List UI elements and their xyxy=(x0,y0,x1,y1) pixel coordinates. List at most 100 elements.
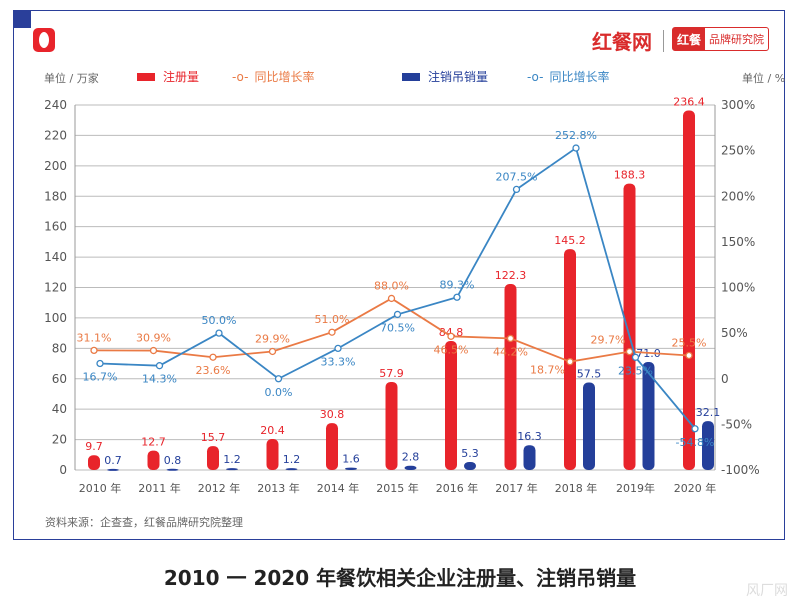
registration-bar xyxy=(266,438,279,470)
legend-label: 注册量 xyxy=(163,70,200,84)
line-point xyxy=(328,328,336,336)
bar-data-label: 20.4 xyxy=(260,424,285,437)
y-tick-right: 300% xyxy=(721,98,755,112)
chart-title: 2010 一 2020 年餐饮相关企业注册量、注销吊销量 xyxy=(163,566,637,590)
x-tick-label: 2015 年 xyxy=(376,481,419,495)
line-point xyxy=(334,344,342,353)
line-point xyxy=(512,185,521,194)
chart-frame xyxy=(13,10,785,540)
line-point xyxy=(96,359,104,368)
line-point xyxy=(691,425,699,433)
line-point xyxy=(393,310,402,319)
registration-bar xyxy=(88,455,100,470)
registration-bar xyxy=(683,110,695,470)
y-tick-left: 160 xyxy=(44,220,67,234)
line-point xyxy=(155,362,164,370)
registration-bar xyxy=(207,446,219,470)
y-tick-right: 100% xyxy=(721,281,755,295)
registration-bar xyxy=(623,183,636,471)
line-data-label: 207.5% xyxy=(496,170,538,183)
line-point xyxy=(506,334,515,343)
legend-registrations-growth: -o- 同比增长率 xyxy=(232,68,314,85)
bar-data-label: 9.7 xyxy=(85,440,103,453)
cancellation-bar xyxy=(285,468,298,471)
bar-data-label: 5.3 xyxy=(461,447,479,460)
line-point xyxy=(215,329,223,337)
y-tick-left: 220 xyxy=(44,128,67,142)
x-tick-label: 2011 年 xyxy=(138,481,181,495)
cancellation-bar xyxy=(464,461,476,470)
bar-data-label: 57.9 xyxy=(379,367,404,380)
bar-data-label: 2.8 xyxy=(402,451,420,464)
y-tick-left: 40 xyxy=(52,402,67,416)
brand-badge-b: 品牌研究院 xyxy=(709,33,765,46)
bar-data-label: 57.5 xyxy=(577,368,602,381)
line-data-label: 29.7% xyxy=(591,334,626,347)
chart: 0 20 40 60 80 100 120 140 160 180 200 220 240 -100% -5… xyxy=(44,95,760,495)
legend-label: 同比增长率 xyxy=(254,70,315,84)
legend-line-marker-icon: -o- xyxy=(527,69,544,84)
bar-data-label: 1.2 xyxy=(223,453,241,466)
bar-data-label: 0.8 xyxy=(164,454,182,467)
line-point xyxy=(149,346,158,355)
brand-badge: 红餐 品牌研究院 xyxy=(672,27,770,51)
y-tick-left: 80 xyxy=(52,341,67,355)
x-tick-label: 2016 年 xyxy=(436,481,479,495)
x-tick-label: 2013 年 xyxy=(257,481,300,495)
line-point xyxy=(209,353,217,361)
bar-data-label: 145.2 xyxy=(554,234,586,247)
x-tick-label: 2020 年 xyxy=(674,481,717,495)
line-data-label: 14.3% xyxy=(142,373,177,386)
line-point xyxy=(566,358,574,366)
registration-bar xyxy=(147,450,160,470)
legend-label: 同比增长率 xyxy=(549,70,610,84)
left-axis-unit: 单位 / 万家 xyxy=(44,72,99,85)
cancellation-bar xyxy=(523,445,536,470)
y-tick-left: 200 xyxy=(44,159,67,173)
line-data-label: 23.6% xyxy=(196,364,231,377)
brand-name: 红餐网 xyxy=(592,30,652,54)
line-point xyxy=(90,346,98,355)
bar-data-label: 30.8 xyxy=(320,408,345,421)
line-point xyxy=(453,293,461,301)
line-point xyxy=(631,353,640,361)
line-data-label: 25.5% xyxy=(672,336,707,349)
legend-swatch xyxy=(137,72,155,81)
bar-data-label: 1.2 xyxy=(283,453,301,466)
bar-data-label: 32.1 xyxy=(696,406,721,419)
line-point xyxy=(268,347,277,356)
line-data-label: 29.9% xyxy=(255,332,290,345)
bar-data-label: 15.7 xyxy=(201,431,226,444)
x-tick-label: 2014 年 xyxy=(317,481,360,495)
source-note: 资料来源：企查查，红餐品牌研究院整理 xyxy=(45,516,243,529)
y-tick-left: 240 xyxy=(44,98,67,112)
y-tick-left: 140 xyxy=(44,250,67,264)
line-data-label: 51.0% xyxy=(315,313,350,326)
cancellation-bar xyxy=(404,465,417,470)
right-axis-unit: 单位 / % xyxy=(742,72,786,85)
bar-data-label: 1.6 xyxy=(342,453,360,466)
legend-registrations: 注册量 xyxy=(137,68,199,85)
line-data-label: 31.1% xyxy=(77,331,112,344)
cancellation-bar xyxy=(166,468,179,471)
line-data-label: 16.7% xyxy=(83,371,118,384)
corner-decoration xyxy=(13,10,31,28)
y-tick-left: 180 xyxy=(44,189,67,203)
x-tick-label: 2012 年 xyxy=(198,481,241,495)
y-tick-left: 100 xyxy=(44,311,67,325)
line-data-label: 33.3% xyxy=(321,355,356,368)
legend-cancellations: 注销吊销量 xyxy=(402,68,488,85)
line-data-label: 44.2% xyxy=(493,345,528,358)
legend-label: 注销吊销量 xyxy=(428,70,489,84)
y-tick-left: 20 xyxy=(52,433,67,447)
line-data-label: 50.0% xyxy=(202,314,237,327)
cancellation-bar xyxy=(642,362,655,470)
legend-cancellations-growth: -o- 同比增长率 xyxy=(527,68,609,85)
bar-data-label: 16.3 xyxy=(517,430,542,443)
x-tick-label: 2019年 xyxy=(616,481,655,495)
line-point xyxy=(685,351,693,360)
legend-swatch xyxy=(402,72,420,81)
y-tick-right: 0 xyxy=(721,372,729,386)
y-tick-right: 150% xyxy=(721,235,755,249)
y-tick-right: 50% xyxy=(721,326,748,340)
